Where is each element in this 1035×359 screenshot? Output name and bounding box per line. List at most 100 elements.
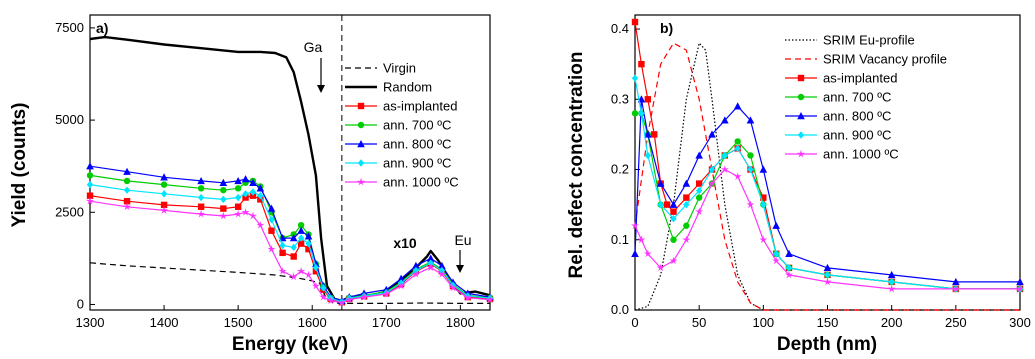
data-point	[656, 179, 665, 187]
data-point	[426, 254, 435, 262]
data-point	[682, 235, 691, 244]
data-point	[631, 74, 639, 82]
data-point	[197, 209, 206, 218]
data-point	[631, 221, 639, 230]
data-point	[123, 198, 131, 205]
data-point	[289, 234, 298, 242]
data-point	[695, 207, 704, 216]
series-line	[89, 200, 491, 304]
data-point	[268, 227, 275, 234]
panel-b-ylabel: Rel. defect concentration	[566, 52, 587, 279]
series-line	[634, 42, 1020, 311]
y-tick-label: 5000	[55, 112, 84, 127]
data-point	[219, 211, 228, 220]
x-tick-label: 100	[752, 315, 774, 330]
x-tick-label: 1800	[446, 315, 475, 330]
data-point	[734, 138, 741, 145]
data-point	[631, 249, 639, 258]
data-point	[824, 271, 831, 279]
data-point	[312, 263, 320, 272]
data-point	[220, 205, 227, 212]
data-point	[297, 240, 305, 247]
legend-marker	[797, 74, 805, 82]
data-point	[305, 239, 312, 248]
panel-a-series	[86, 35, 494, 307]
data-point	[823, 263, 832, 272]
data-point	[337, 298, 346, 307]
ga-arrow-head	[317, 85, 325, 93]
x-tick-label: 200	[881, 315, 903, 330]
data-point	[644, 96, 652, 103]
data-point	[241, 208, 250, 216]
data-point	[670, 208, 677, 215]
data-point	[888, 278, 895, 286]
data-point	[651, 131, 658, 138]
x-tick-label: 1500	[224, 315, 253, 330]
panel-b-tag: b)	[660, 20, 673, 36]
x-tick-label: 150	[817, 315, 839, 330]
y-tick-label: 0.0	[611, 302, 629, 317]
data-point	[772, 221, 780, 229]
data-point	[160, 206, 169, 214]
data-point	[663, 201, 671, 208]
data-point	[297, 267, 306, 275]
data-point	[1016, 277, 1024, 286]
data-point	[86, 172, 94, 179]
panel-b-legend: SRIM Eu-profile SRIM Vacancy profile as-im…	[785, 33, 947, 162]
data-point	[326, 296, 335, 305]
data-point	[695, 194, 703, 201]
data-point	[448, 283, 457, 292]
data-point	[197, 203, 205, 210]
data-point	[720, 165, 729, 173]
series-line	[634, 98, 1020, 283]
data-point	[746, 116, 755, 124]
data-point	[197, 176, 205, 185]
data-point	[256, 184, 265, 192]
x-tick-label: 1600	[298, 315, 327, 330]
data-point	[637, 235, 646, 244]
data-point	[772, 250, 780, 258]
data-point	[220, 186, 227, 194]
data-point	[290, 253, 297, 260]
data-point	[234, 209, 243, 218]
data-point	[411, 270, 420, 278]
data-point	[708, 130, 716, 138]
legend-marker	[357, 102, 365, 110]
legend-label: ann. 700 ºC	[383, 118, 451, 133]
data-point	[644, 130, 652, 138]
data-point	[785, 264, 793, 272]
eu-label: Eu	[454, 232, 471, 248]
data-point	[708, 165, 716, 174]
data-point	[257, 191, 264, 200]
data-point	[297, 234, 305, 242]
data-point	[220, 195, 227, 204]
legend-label: Virgin	[383, 61, 416, 76]
panel-a-tag: a)	[96, 20, 108, 36]
legend-marker	[797, 93, 805, 101]
legend-label: ann. 1000 ºC	[823, 147, 899, 162]
data-point	[160, 201, 168, 209]
data-point	[708, 179, 716, 187]
data-point	[279, 241, 286, 250]
x-tick-label: 1300	[76, 315, 105, 330]
y-tick-label: 2500	[55, 204, 84, 219]
data-point	[759, 165, 768, 173]
x-tick-label: 300	[1009, 315, 1031, 330]
data-point	[345, 295, 354, 304]
data-point	[669, 200, 678, 208]
data-point	[437, 270, 446, 278]
data-point	[123, 186, 131, 194]
data-point	[397, 281, 406, 290]
panel-a: 1300 1400 1500 1600 1700 1800 0 2500 5000 7500 a)…	[9, 14, 494, 355]
data-point	[160, 190, 168, 198]
series-line	[89, 35, 491, 302]
legend-label: SRIM Vacancy profile	[823, 52, 947, 67]
legend-label: SRIM Eu-profile	[823, 33, 915, 48]
data-point	[721, 151, 729, 160]
data-point	[86, 197, 94, 205]
data-point	[278, 234, 287, 242]
data-point	[312, 259, 320, 268]
y-tick-label: 7500	[55, 20, 84, 35]
data-point	[320, 284, 327, 292]
data-point	[297, 221, 305, 229]
